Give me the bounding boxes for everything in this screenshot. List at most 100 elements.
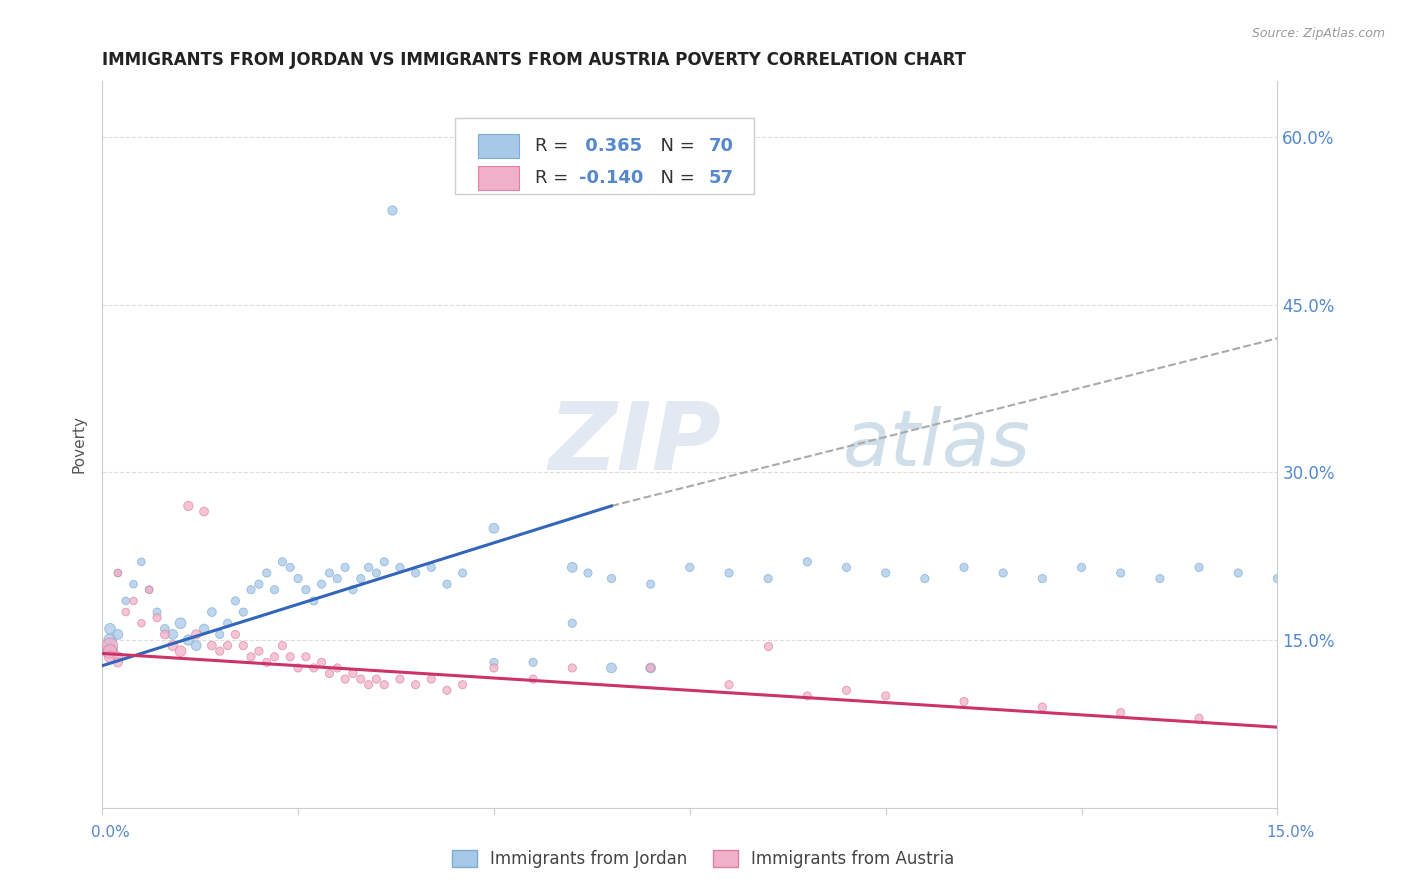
Point — [914, 572, 936, 586]
Point — [561, 560, 583, 574]
Point — [381, 202, 404, 217]
Text: N =: N = — [648, 169, 700, 187]
Point — [953, 560, 976, 574]
Point — [256, 656, 278, 670]
Point — [114, 605, 136, 619]
Point — [162, 627, 184, 641]
Point — [107, 627, 129, 641]
Point — [373, 555, 395, 569]
Point — [640, 577, 662, 591]
Point — [875, 689, 897, 703]
Point — [224, 594, 246, 608]
Point — [107, 566, 129, 580]
Point — [717, 678, 740, 692]
Point — [1149, 572, 1171, 586]
Point — [405, 678, 427, 692]
Point — [186, 639, 208, 653]
Text: 0.365: 0.365 — [579, 137, 643, 155]
Point — [993, 566, 1015, 580]
Point — [1188, 711, 1211, 725]
Point — [451, 678, 474, 692]
Legend: Immigrants from Jordan, Immigrants from Austria: Immigrants from Jordan, Immigrants from … — [446, 843, 960, 875]
Point — [482, 661, 505, 675]
FancyBboxPatch shape — [454, 118, 755, 194]
Point — [357, 560, 380, 574]
Point — [350, 572, 373, 586]
Point — [177, 499, 200, 513]
Point — [835, 683, 858, 698]
Point — [169, 644, 191, 658]
Point — [153, 622, 176, 636]
Point — [522, 656, 544, 670]
Point — [756, 639, 779, 653]
Point — [436, 683, 458, 698]
Point — [146, 610, 169, 624]
FancyBboxPatch shape — [478, 134, 519, 158]
Point — [98, 622, 121, 636]
Point — [138, 582, 160, 597]
Point — [302, 594, 325, 608]
Point — [1267, 572, 1289, 586]
Text: 15.0%: 15.0% — [1267, 825, 1315, 840]
Point — [263, 649, 285, 664]
Point — [420, 560, 443, 574]
Point — [1070, 560, 1092, 574]
Point — [561, 616, 583, 631]
Point — [1031, 572, 1053, 586]
Point — [333, 672, 356, 686]
Text: N =: N = — [648, 137, 700, 155]
Point — [953, 694, 976, 708]
Y-axis label: Poverty: Poverty — [72, 416, 86, 474]
Point — [162, 639, 184, 653]
Point — [302, 661, 325, 675]
Point — [600, 572, 623, 586]
Point — [373, 678, 395, 692]
Point — [311, 656, 333, 670]
Point — [232, 639, 254, 653]
Point — [366, 566, 388, 580]
Point — [333, 560, 356, 574]
Point — [224, 627, 246, 641]
Point — [232, 605, 254, 619]
Point — [278, 649, 301, 664]
Point — [756, 572, 779, 586]
Point — [153, 627, 176, 641]
Point — [122, 594, 145, 608]
Point — [640, 661, 662, 675]
Point — [107, 566, 129, 580]
Point — [122, 577, 145, 591]
Text: 0.0%: 0.0% — [91, 825, 131, 840]
Text: ZIP: ZIP — [548, 399, 721, 491]
Point — [98, 649, 121, 664]
Point — [1227, 566, 1250, 580]
Point — [366, 672, 388, 686]
Text: 70: 70 — [709, 137, 734, 155]
Point — [138, 582, 160, 597]
Point — [482, 521, 505, 535]
Point — [796, 555, 818, 569]
Point — [388, 672, 411, 686]
Point — [679, 560, 702, 574]
Point — [835, 560, 858, 574]
Text: R =: R = — [534, 169, 574, 187]
Point — [640, 661, 662, 675]
Point — [107, 656, 129, 670]
Text: Source: ZipAtlas.com: Source: ZipAtlas.com — [1251, 27, 1385, 40]
Point — [342, 666, 364, 681]
Point — [357, 678, 380, 692]
Point — [177, 633, 200, 648]
Point — [295, 649, 318, 664]
Point — [875, 566, 897, 580]
Point — [482, 656, 505, 670]
Point — [186, 627, 208, 641]
Point — [600, 661, 623, 675]
Point — [263, 582, 285, 597]
Text: atlas: atlas — [842, 407, 1031, 483]
Point — [287, 661, 309, 675]
Text: IMMIGRANTS FROM JORDAN VS IMMIGRANTS FROM AUSTRIA POVERTY CORRELATION CHART: IMMIGRANTS FROM JORDAN VS IMMIGRANTS FRO… — [103, 51, 966, 69]
Point — [193, 622, 215, 636]
Point — [98, 644, 121, 658]
Point — [287, 572, 309, 586]
Point — [208, 627, 231, 641]
Point — [1109, 706, 1132, 720]
